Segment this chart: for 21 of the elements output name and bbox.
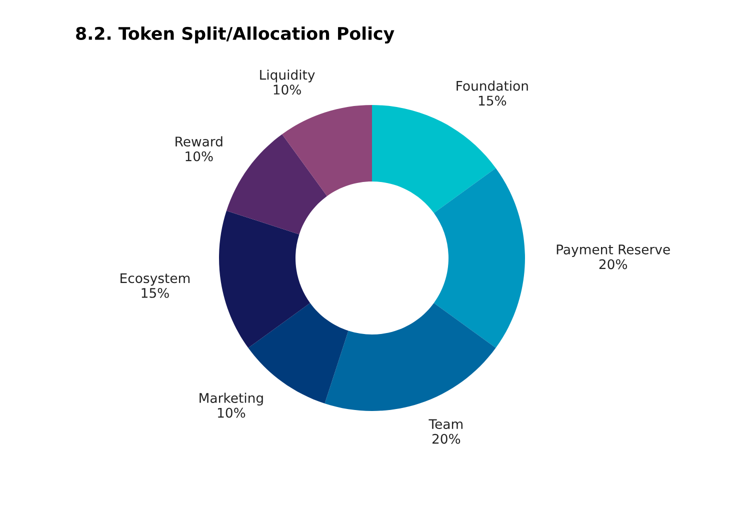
slice-label: Marketing bbox=[200, 392, 263, 406]
slice-label: Team bbox=[428, 419, 462, 430]
data-label: 20% bbox=[432, 434, 460, 444]
slice-label: Foundation bbox=[456, 80, 528, 91]
donut-slice bbox=[324, 302, 496, 411]
data-label: 10% bbox=[186, 151, 213, 162]
donut-slice bbox=[219, 210, 310, 348]
donut-slice bbox=[372, 105, 496, 214]
donut-slice bbox=[226, 134, 328, 234]
slice-label: Payment Reserve bbox=[556, 244, 670, 257]
data-label: 20% bbox=[599, 259, 628, 270]
donut-slice bbox=[282, 105, 372, 196]
data-label: 15% bbox=[478, 96, 506, 106]
slice-label: Reward bbox=[176, 136, 222, 147]
slice-label: Ecosystem bbox=[120, 273, 190, 286]
data-label: 10% bbox=[218, 408, 246, 418]
chart-title: 8.2. Token Split/Allocation Policy bbox=[76, 26, 394, 44]
data-label: 10% bbox=[274, 84, 301, 95]
slice-label: Liquidity bbox=[260, 70, 315, 82]
data-label: 15% bbox=[142, 288, 169, 298]
donut-slice bbox=[434, 168, 525, 348]
